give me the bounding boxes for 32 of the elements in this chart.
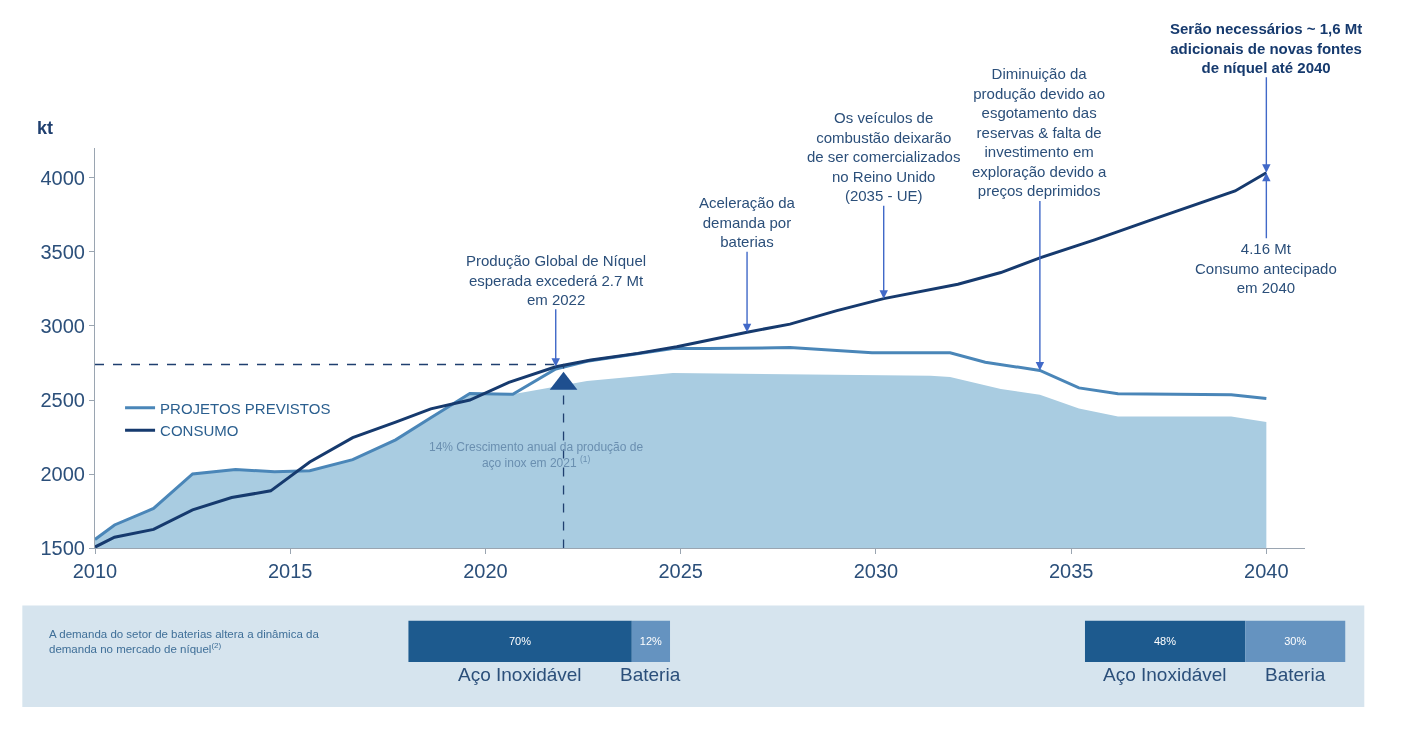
y-tick-label: 1500 [40, 537, 85, 560]
annotation: Aceleração da demanda por baterias [699, 194, 796, 250]
series-label: Bateria [620, 664, 681, 685]
data-label: 48% [1153, 635, 1177, 648]
y-tick-label: 3500 [40, 240, 85, 263]
x-tick-label: 2015 [267, 560, 313, 583]
legend-label: PROJETOS PREVISTOS [160, 399, 331, 417]
data-label: 70% [508, 635, 532, 648]
x-tick-label: 2020 [463, 560, 508, 583]
x-tick-label: 2040 [1244, 560, 1289, 583]
series-label: Bateria [1265, 664, 1326, 685]
data-label: 12% [639, 635, 663, 648]
y-tick-label: 3000 [40, 314, 85, 337]
x-tick-label: 2025 [658, 560, 703, 583]
annotation: Os veículos de combustão deixarão de ser comercializados no Reino Unido (2035 - UE) [807, 109, 961, 204]
annotation: Diminuição da produção devido ao esgotamento das reservas & falta de investimento em exploração devido a preços deprimidos [972, 65, 1107, 199]
series-label: Aço Inoxidável [458, 664, 582, 685]
annotation: 4.16 Mt Consumo antecipado em 2040 [1195, 240, 1337, 296]
y-tick-label: 2000 [40, 463, 85, 486]
data-label: 30% [1284, 635, 1307, 648]
y-axis-title: kt [37, 118, 54, 138]
x-tick-label: 2035 [1048, 560, 1094, 583]
x-tick-label: 2010 [72, 560, 118, 583]
annotation: 14% Crescimento anual da produção de aço inox em 2021 $^{(1)}$ [429, 440, 644, 470]
y-tick-label: 2500 [40, 389, 85, 412]
annotation: Produção Global de Níquel esperada excederá 2.7 Mt em 2022 [466, 252, 647, 308]
x-tick-label: 2030 [853, 560, 899, 583]
text: A demanda do setor de baterias altera a dinâmica da demanda no mercado de níquel$^{(2)}$ [49, 628, 320, 655]
annotation: Serão necessários ~ 1,6 Mt adicionais de novas fontes de níquel até 2040 [1170, 20, 1363, 76]
legend-label: CONSUMO [160, 422, 239, 440]
y-tick-label: 4000 [40, 166, 85, 189]
series-label: Aço Inoxidável [1103, 664, 1227, 685]
